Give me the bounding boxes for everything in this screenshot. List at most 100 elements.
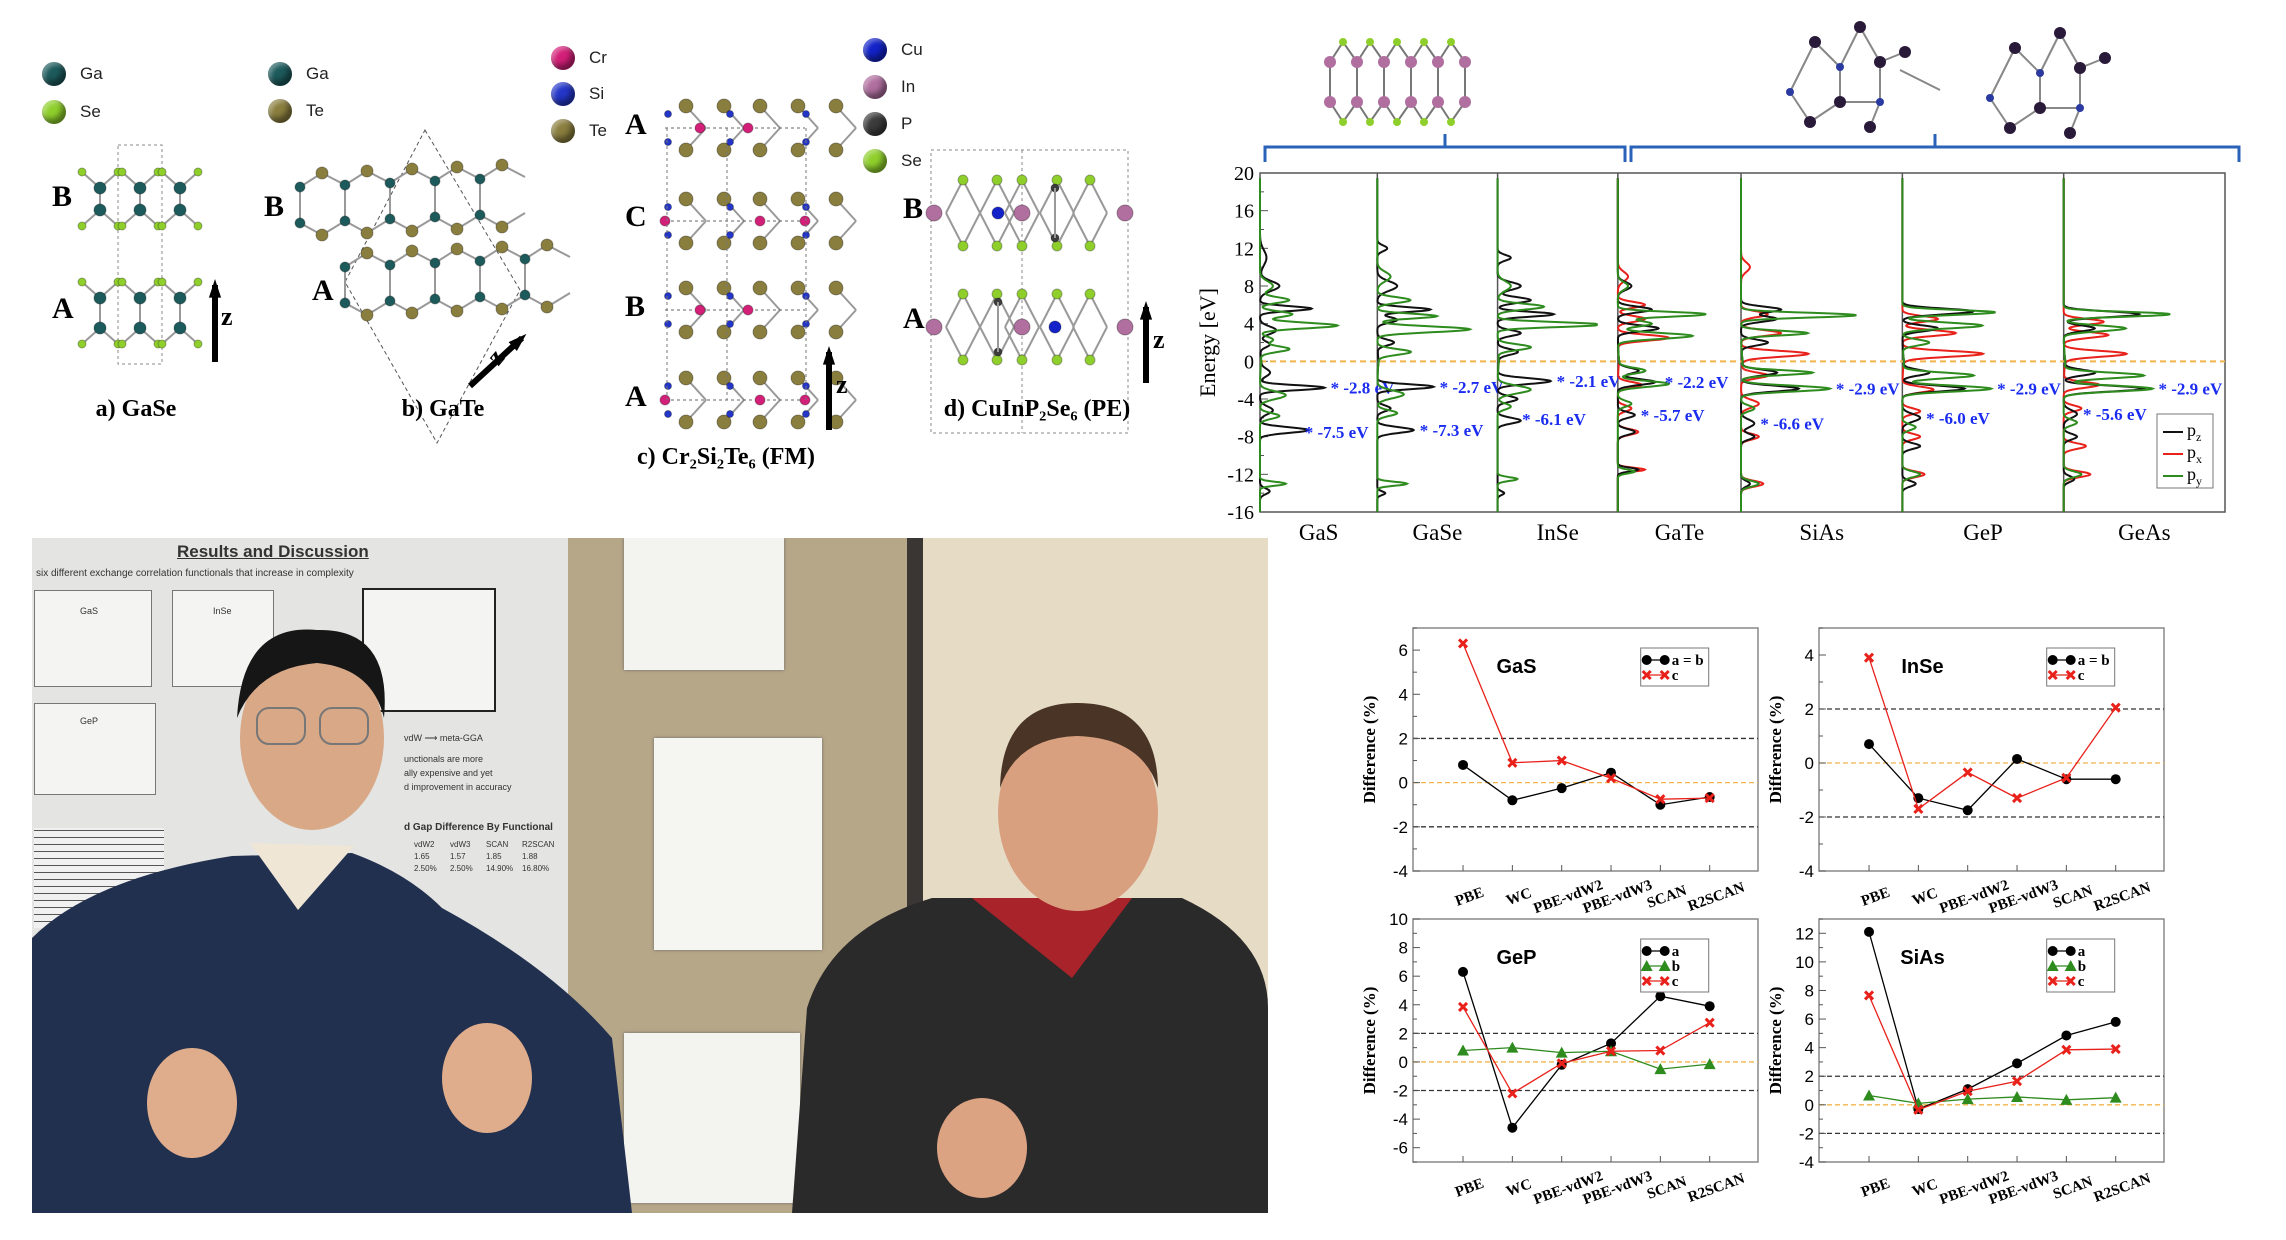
table-header-cell: R2SCAN [522, 840, 555, 849]
atom [2034, 102, 2046, 114]
cr-atom [694, 304, 706, 316]
ga-atom [133, 291, 147, 305]
atom [1899, 46, 1911, 58]
legend-ga: Ga [268, 62, 329, 86]
ga-atom [93, 181, 107, 195]
x-tick-label: WC [1504, 885, 1534, 909]
layer-label: C [625, 200, 647, 233]
te-atom [790, 280, 806, 296]
peak-label: * -7.3 eV [1420, 421, 1484, 440]
ga-atom [294, 217, 306, 229]
ga-atom [173, 181, 187, 195]
peak-label: * -2.7 eV [1440, 378, 1504, 397]
bond [945, 179, 964, 214]
legend-label: px [2187, 442, 2202, 466]
bond [1989, 47, 2016, 99]
data-point [1864, 926, 1875, 937]
chart-title: GeP [1496, 947, 1536, 969]
bond [2059, 32, 2081, 69]
y-tick-label: -4 [1799, 1153, 1814, 1172]
data-point [1655, 1045, 1666, 1056]
te-atom [360, 308, 374, 322]
ga-atom [173, 291, 187, 305]
te-atom [828, 142, 844, 158]
ga-atom [93, 291, 107, 305]
data-point [2061, 1044, 2072, 1055]
se-atom [193, 221, 203, 231]
te-atom [405, 306, 419, 320]
atom [1836, 63, 1844, 71]
caption-gate: b) GaTe [401, 396, 485, 422]
te-atom [450, 160, 464, 174]
y-tick-label: -2 [1393, 818, 1408, 837]
x-tick-label: WC [1910, 1176, 1940, 1200]
data-point [1704, 1017, 1715, 1028]
bond [1072, 326, 1091, 361]
atom [1366, 118, 1374, 126]
x-tick-label: R2SCAN [1686, 1171, 1747, 1206]
te-atom [716, 235, 732, 251]
dos-curve-pz [1901, 178, 1976, 512]
atom [2054, 27, 2066, 39]
te-atom [495, 158, 509, 172]
atom [1874, 56, 1886, 68]
te-atom [405, 244, 419, 258]
se-atom [991, 240, 1003, 252]
ga-atom [384, 295, 396, 307]
ga-atom [429, 293, 441, 305]
atom [1834, 96, 1846, 108]
legend-label: Te [589, 121, 607, 140]
si-atom [802, 410, 810, 418]
y-tick-label: -2 [1799, 1124, 1814, 1143]
dos-curve-px [1901, 178, 1986, 512]
bond [1039, 326, 1058, 361]
series-line [1462, 1046, 1710, 1070]
cr-atom [799, 394, 811, 406]
molecule-illustrations [1324, 21, 2111, 139]
te-atom [678, 235, 694, 251]
p-atom-icon [863, 112, 887, 136]
atom [1447, 118, 1455, 126]
data-point [1659, 946, 1670, 956]
peak-label: * -6.0 eV [1926, 409, 1990, 428]
legend-label: a = b [2078, 653, 2110, 669]
te-atom [752, 370, 768, 386]
si-atom [664, 292, 672, 300]
data-point [1913, 1104, 1924, 1115]
si-atom [726, 410, 734, 418]
te-atom [752, 142, 768, 158]
cr-atom [799, 215, 811, 227]
y-tick-label: 8 [1805, 981, 1814, 1000]
poster-line: d improvement in accuracy [404, 782, 512, 792]
x-tick-label: WC [1504, 1176, 1534, 1200]
y-tick-label: 8 [1399, 939, 1408, 958]
bond [1004, 179, 1023, 214]
si-atom [664, 231, 672, 239]
ga-atom [339, 215, 351, 227]
cu-atom [1048, 320, 1062, 334]
unit-cell [117, 144, 163, 365]
ga-atom [294, 181, 306, 193]
dos-curve-pz [1376, 178, 1437, 512]
legend-ga: Ga [42, 62, 103, 86]
y-tick-label: 6 [1399, 641, 1408, 660]
bond [979, 293, 998, 328]
bond [1072, 179, 1091, 214]
dos-curve-pz [1616, 178, 1660, 512]
data-point [2011, 1090, 2024, 1102]
y-tick-label: -4 [1237, 389, 1254, 411]
si-atom [726, 203, 734, 211]
poster-title: Results and Discussion [177, 542, 369, 561]
se-atom [1016, 174, 1028, 186]
series-line [1868, 657, 2117, 810]
atom [2076, 104, 2084, 112]
se-atom [117, 167, 127, 177]
atom [1854, 21, 1866, 33]
y-tick-label: 12 [1795, 924, 1814, 943]
se-atom [117, 277, 127, 287]
poster-mini-chart-title: GaS [80, 606, 99, 616]
series-line [1868, 931, 2116, 1110]
data-point [2110, 1044, 2121, 1055]
atom [2074, 62, 2086, 74]
